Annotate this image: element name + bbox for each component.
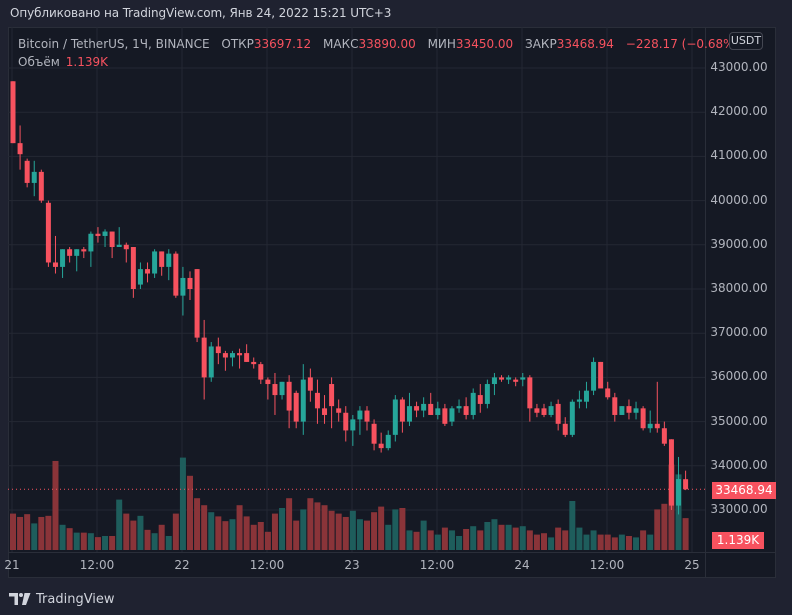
price-axis-label: 33000.00: [710, 502, 768, 516]
chart-legend: Bitcoin / TetherUS, 1Ч, BINANCE ОТКР3369…: [18, 35, 739, 71]
price-axis-label: 43000.00: [710, 60, 768, 74]
price-axis-label: 39000.00: [710, 236, 768, 251]
time-axis-label: 22: [174, 558, 190, 572]
open-value: 33697.12: [253, 37, 312, 51]
volume-label[interactable]: Объём: [18, 55, 60, 69]
volume-tag: 1.139K: [712, 532, 764, 549]
tradingview-logo-icon: [9, 593, 31, 605]
price-axis-label: 40000.00: [710, 192, 768, 207]
low-value: 33450.00: [455, 37, 514, 51]
price-axis-label: 37000.00: [710, 325, 768, 340]
price-axis-label: 41000.00: [710, 148, 768, 163]
price-axis-label: 42000.00: [710, 104, 768, 119]
time-axis-label: 12:00: [589, 558, 625, 572]
brand-name: TradingView: [36, 591, 115, 607]
time-axis-label: 25: [684, 558, 700, 572]
price-axis-label: 34000.00: [710, 457, 768, 472]
change-value: −228.17 (−0.68%): [625, 37, 740, 51]
published-caption: Опубликовано на TradingView.com, Янв 24,…: [10, 6, 392, 20]
symbol-title[interactable]: Bitcoin / TetherUS, 1Ч, BINANCE: [18, 37, 210, 51]
candlestick-chart[interactable]: [8, 27, 776, 578]
volume-value: 1.139K: [65, 55, 108, 69]
time-axis-label: 12:00: [419, 558, 455, 572]
low-label: МИН: [427, 37, 456, 51]
chart-frame: [8, 27, 776, 578]
high-label: МАКС: [323, 37, 359, 51]
currency-button[interactable]: USDT: [729, 32, 763, 50]
time-axis-label: 12:00: [79, 558, 115, 572]
last-price-tag: 33468.94: [712, 482, 776, 499]
time-axis-label: 21: [4, 558, 20, 572]
close-label: ЗАКР: [525, 37, 557, 51]
price-axis-label: 36000.00: [710, 369, 768, 384]
close-value: 33468.94: [556, 37, 614, 51]
legend-ohlc-row: Bitcoin / TetherUS, 1Ч, BINANCE ОТКР3369…: [18, 35, 739, 53]
high-value: 33890.00: [358, 37, 416, 51]
time-axis-label: 23: [344, 558, 360, 572]
time-axis-label: 24: [514, 558, 530, 572]
price-axis-label: 38000.00: [710, 281, 768, 295]
time-axis-label: 12:00: [249, 558, 285, 572]
open-label: ОТКР: [221, 37, 254, 51]
tradingview-brand: TradingView: [9, 590, 115, 608]
price-axis-label: 35000.00: [710, 413, 768, 428]
legend-volume-row: Объём 1.139K: [18, 53, 739, 71]
